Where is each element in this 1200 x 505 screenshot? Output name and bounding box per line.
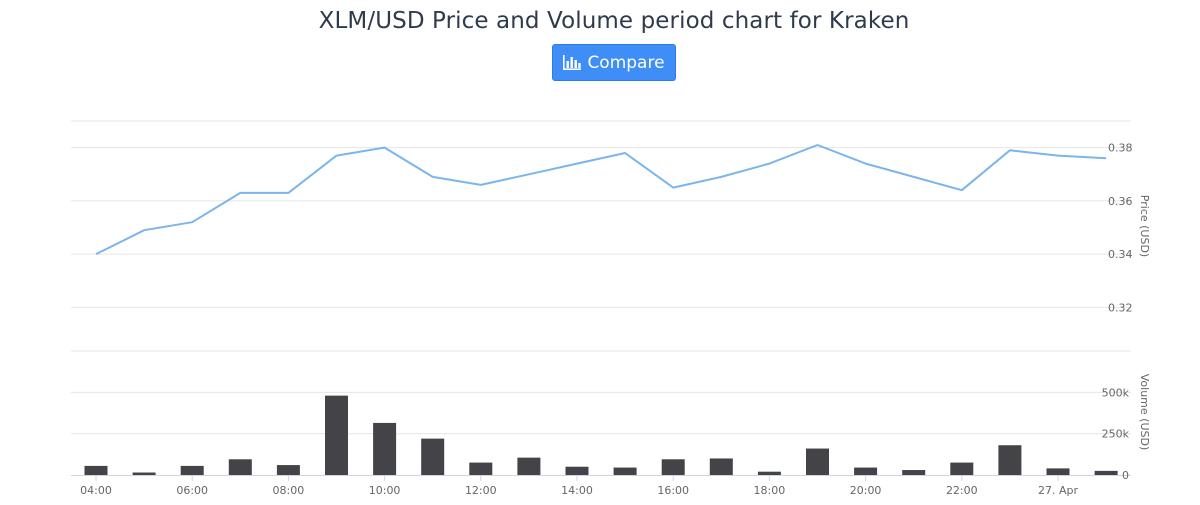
volume-bar: [373, 422, 397, 475]
volume-tick-label: 250k: [1102, 428, 1130, 441]
compare-button[interactable]: Compare: [552, 44, 676, 81]
price-line: [95, 144, 1107, 255]
grid-lines: [71, 120, 1131, 481]
volume-bar: [325, 395, 348, 475]
axis-ticks: 0.32 0.34 0.36 0.38 0 250k 500k 04:00 06:00 08:00…: [80, 142, 1132, 497]
x-tick-label: 20:00: [850, 484, 882, 497]
volume-bar: [950, 462, 974, 475]
volume-bar: [517, 457, 541, 475]
price-tick-label: 0.36: [1108, 195, 1133, 208]
x-tick-label: 08:00: [273, 484, 305, 497]
volume-bar: [565, 466, 589, 475]
price-tick-label: 0.38: [1108, 142, 1133, 155]
x-tick-label: 22:00: [946, 484, 978, 497]
price-tick-label: 0.32: [1108, 301, 1133, 314]
volume-bar: [84, 465, 108, 475]
volume-bar: [709, 458, 733, 475]
volume-bar: [806, 448, 829, 475]
volume-bar: [757, 471, 781, 475]
price-series: [95, 144, 1107, 255]
x-tick-label: 16:00: [657, 484, 689, 497]
volume-bar: [276, 465, 300, 475]
x-tick-label: 12:00: [465, 484, 497, 497]
volume-bar: [469, 462, 493, 475]
x-tick-label: 04:00: [80, 484, 112, 497]
volume-bar: [1094, 470, 1118, 475]
volume-bars: [84, 395, 1118, 475]
volume-tick-label: 500k: [1102, 386, 1130, 399]
x-tick-label: 27. Apr: [1038, 484, 1078, 497]
price-tick-label: 0.34: [1108, 248, 1133, 261]
price-axis-title: Price (USD): [1138, 195, 1151, 257]
x-tick-label: 14:00: [561, 484, 593, 497]
volume-tick-label: 0: [1122, 469, 1129, 482]
x-tick-label: 06:00: [176, 484, 208, 497]
volume-bar: [854, 467, 878, 475]
volume-bar: [1046, 468, 1070, 475]
volume-bar: [421, 438, 445, 475]
volume-axis-title: Volume (USD): [1138, 374, 1151, 451]
volume-bar: [613, 467, 637, 475]
volume-bar: [180, 465, 204, 475]
compare-button-label: Compare: [587, 52, 665, 73]
volume-bar: [228, 459, 252, 475]
page-title: XLM/USD Price and Volume period chart fo…: [318, 8, 910, 34]
volume-bar: [132, 472, 156, 475]
x-tick-label: 18:00: [754, 484, 786, 497]
volume-bar: [998, 445, 1022, 475]
volume-bar: [902, 470, 926, 475]
volume-bar: [661, 459, 685, 475]
bar-chart-icon: [563, 55, 582, 70]
x-tick-label: 10:00: [369, 484, 401, 497]
